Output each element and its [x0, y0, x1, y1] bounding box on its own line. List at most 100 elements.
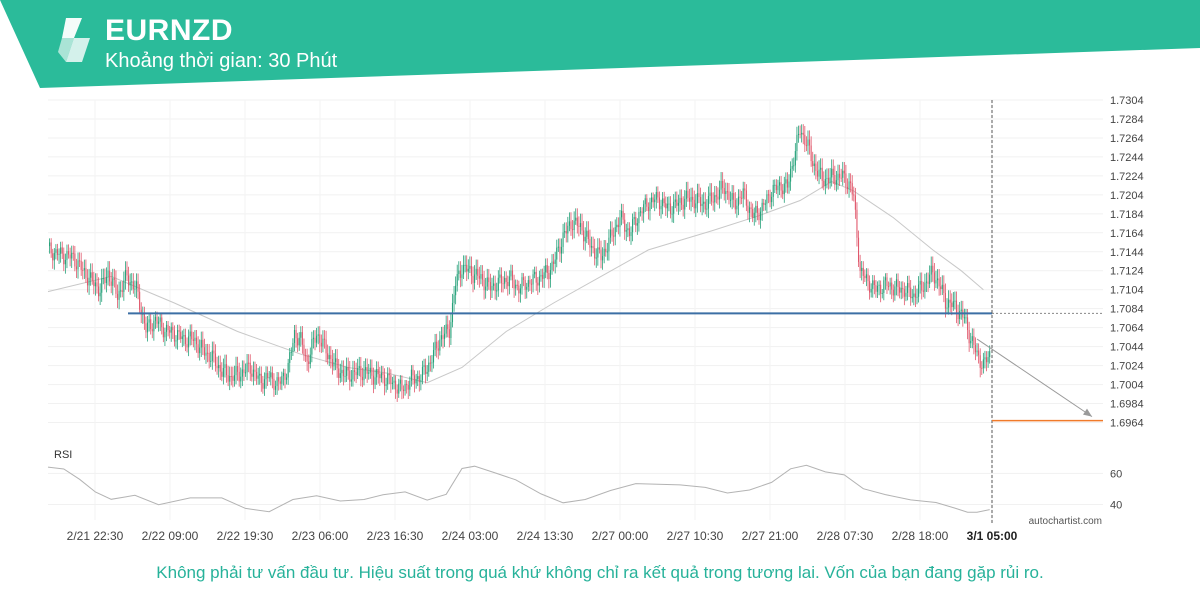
candle-body: [475, 268, 477, 275]
candle-body: [782, 190, 784, 195]
candle-body: [170, 326, 172, 333]
candle-body: [124, 270, 126, 281]
candle-body: [86, 277, 89, 286]
candle-body: [687, 190, 689, 198]
candle-body: [306, 355, 308, 362]
candle-body: [651, 197, 653, 203]
candle-body: [886, 277, 888, 287]
candle-body: [755, 205, 757, 213]
candle-body: [387, 373, 389, 385]
candle-body: [379, 374, 381, 379]
candle-body: [99, 292, 101, 297]
candle-body: [458, 270, 460, 275]
candle-body: [52, 253, 54, 261]
candle-body: [221, 371, 223, 377]
candle-body: [289, 352, 291, 363]
candle-body: [816, 170, 819, 177]
candle-body: [143, 313, 145, 324]
candle-body: [829, 177, 831, 183]
candle-body: [734, 199, 736, 210]
candle-body: [881, 292, 883, 294]
candle-body: [859, 261, 861, 272]
candle-body: [916, 296, 918, 298]
candle-body: [98, 286, 100, 297]
candle-body: [714, 195, 716, 203]
candle-body: [709, 192, 711, 196]
autochartist-logo-icon: [58, 18, 90, 62]
candle-body: [336, 358, 338, 369]
candle-body: [630, 232, 632, 237]
candle-body: [827, 177, 830, 183]
candle-body: [172, 326, 174, 331]
candle-body: [276, 377, 278, 387]
timeframe-label: Khoảng thời gian: 30 Phút: [105, 50, 338, 72]
candle-body: [146, 322, 149, 333]
candle-body: [902, 287, 904, 290]
candle-body: [244, 372, 247, 374]
candle-body: [372, 375, 375, 385]
candle-body: [241, 369, 243, 377]
candle-body: [921, 281, 923, 291]
candle-body: [260, 373, 262, 384]
candle-body: [831, 168, 833, 178]
candle-body: [851, 183, 853, 195]
candle-body: [739, 196, 741, 198]
candle-body: [728, 191, 730, 200]
candle-body: [875, 285, 877, 292]
candle-body: [810, 145, 812, 162]
candle-body: [363, 369, 365, 381]
candle-body: [646, 198, 648, 207]
candle-body: [77, 260, 79, 270]
candle-body: [207, 352, 209, 354]
candle-body: [807, 139, 809, 146]
candle-body: [352, 370, 354, 380]
candle-body: [603, 248, 605, 257]
candle-body: [401, 379, 403, 390]
candle-body: [796, 134, 798, 152]
time-tick-label: 2/28 07:30: [817, 529, 874, 543]
candle-body: [426, 371, 428, 374]
candle-body: [957, 313, 959, 320]
time-tick-label: 2/22 09:00: [142, 529, 199, 543]
candle-body: [515, 284, 517, 289]
candle-body: [726, 191, 728, 193]
candle-body: [534, 271, 536, 275]
candle-body: [274, 386, 277, 390]
candle-body: [376, 369, 378, 378]
candle-body: [493, 283, 495, 286]
candle-body: [270, 372, 272, 378]
candle-body: [540, 274, 542, 277]
candle-body: [374, 377, 376, 385]
candle-body: [769, 194, 771, 203]
candle-body: [366, 367, 368, 374]
candle-body: [583, 230, 585, 242]
candle-body: [918, 284, 920, 297]
candle-body: [467, 268, 469, 272]
candle-body: [850, 181, 852, 184]
candle-body: [560, 246, 563, 254]
candle-body: [489, 282, 491, 291]
candle-body: [576, 217, 578, 226]
candle-body: [617, 224, 619, 228]
candle-body: [110, 281, 112, 286]
candle-body: [323, 338, 326, 340]
time-tick-label: 2/22 19:30: [217, 529, 274, 543]
candle-body: [815, 163, 817, 171]
candle-body: [380, 373, 382, 379]
candle-body: [254, 369, 256, 372]
time-tick-label: 2/24 03:00: [442, 529, 499, 543]
candle-body: [53, 252, 55, 261]
candle-body: [91, 272, 93, 281]
candle-body: [442, 335, 444, 339]
candle-body: [150, 319, 152, 330]
candle-body: [804, 134, 806, 146]
candle-body: [535, 271, 537, 283]
time-tick-label: 2/27 10:30: [667, 529, 724, 543]
candle-body: [455, 285, 457, 296]
candle-body: [546, 265, 548, 273]
disclaimer-text: Không phải tư vấn đầu tư. Hiệu suất tron…: [156, 563, 1044, 582]
candle-body: [353, 370, 356, 372]
candle-body: [913, 293, 915, 297]
candle-body: [213, 350, 215, 354]
candle-body: [758, 212, 760, 221]
